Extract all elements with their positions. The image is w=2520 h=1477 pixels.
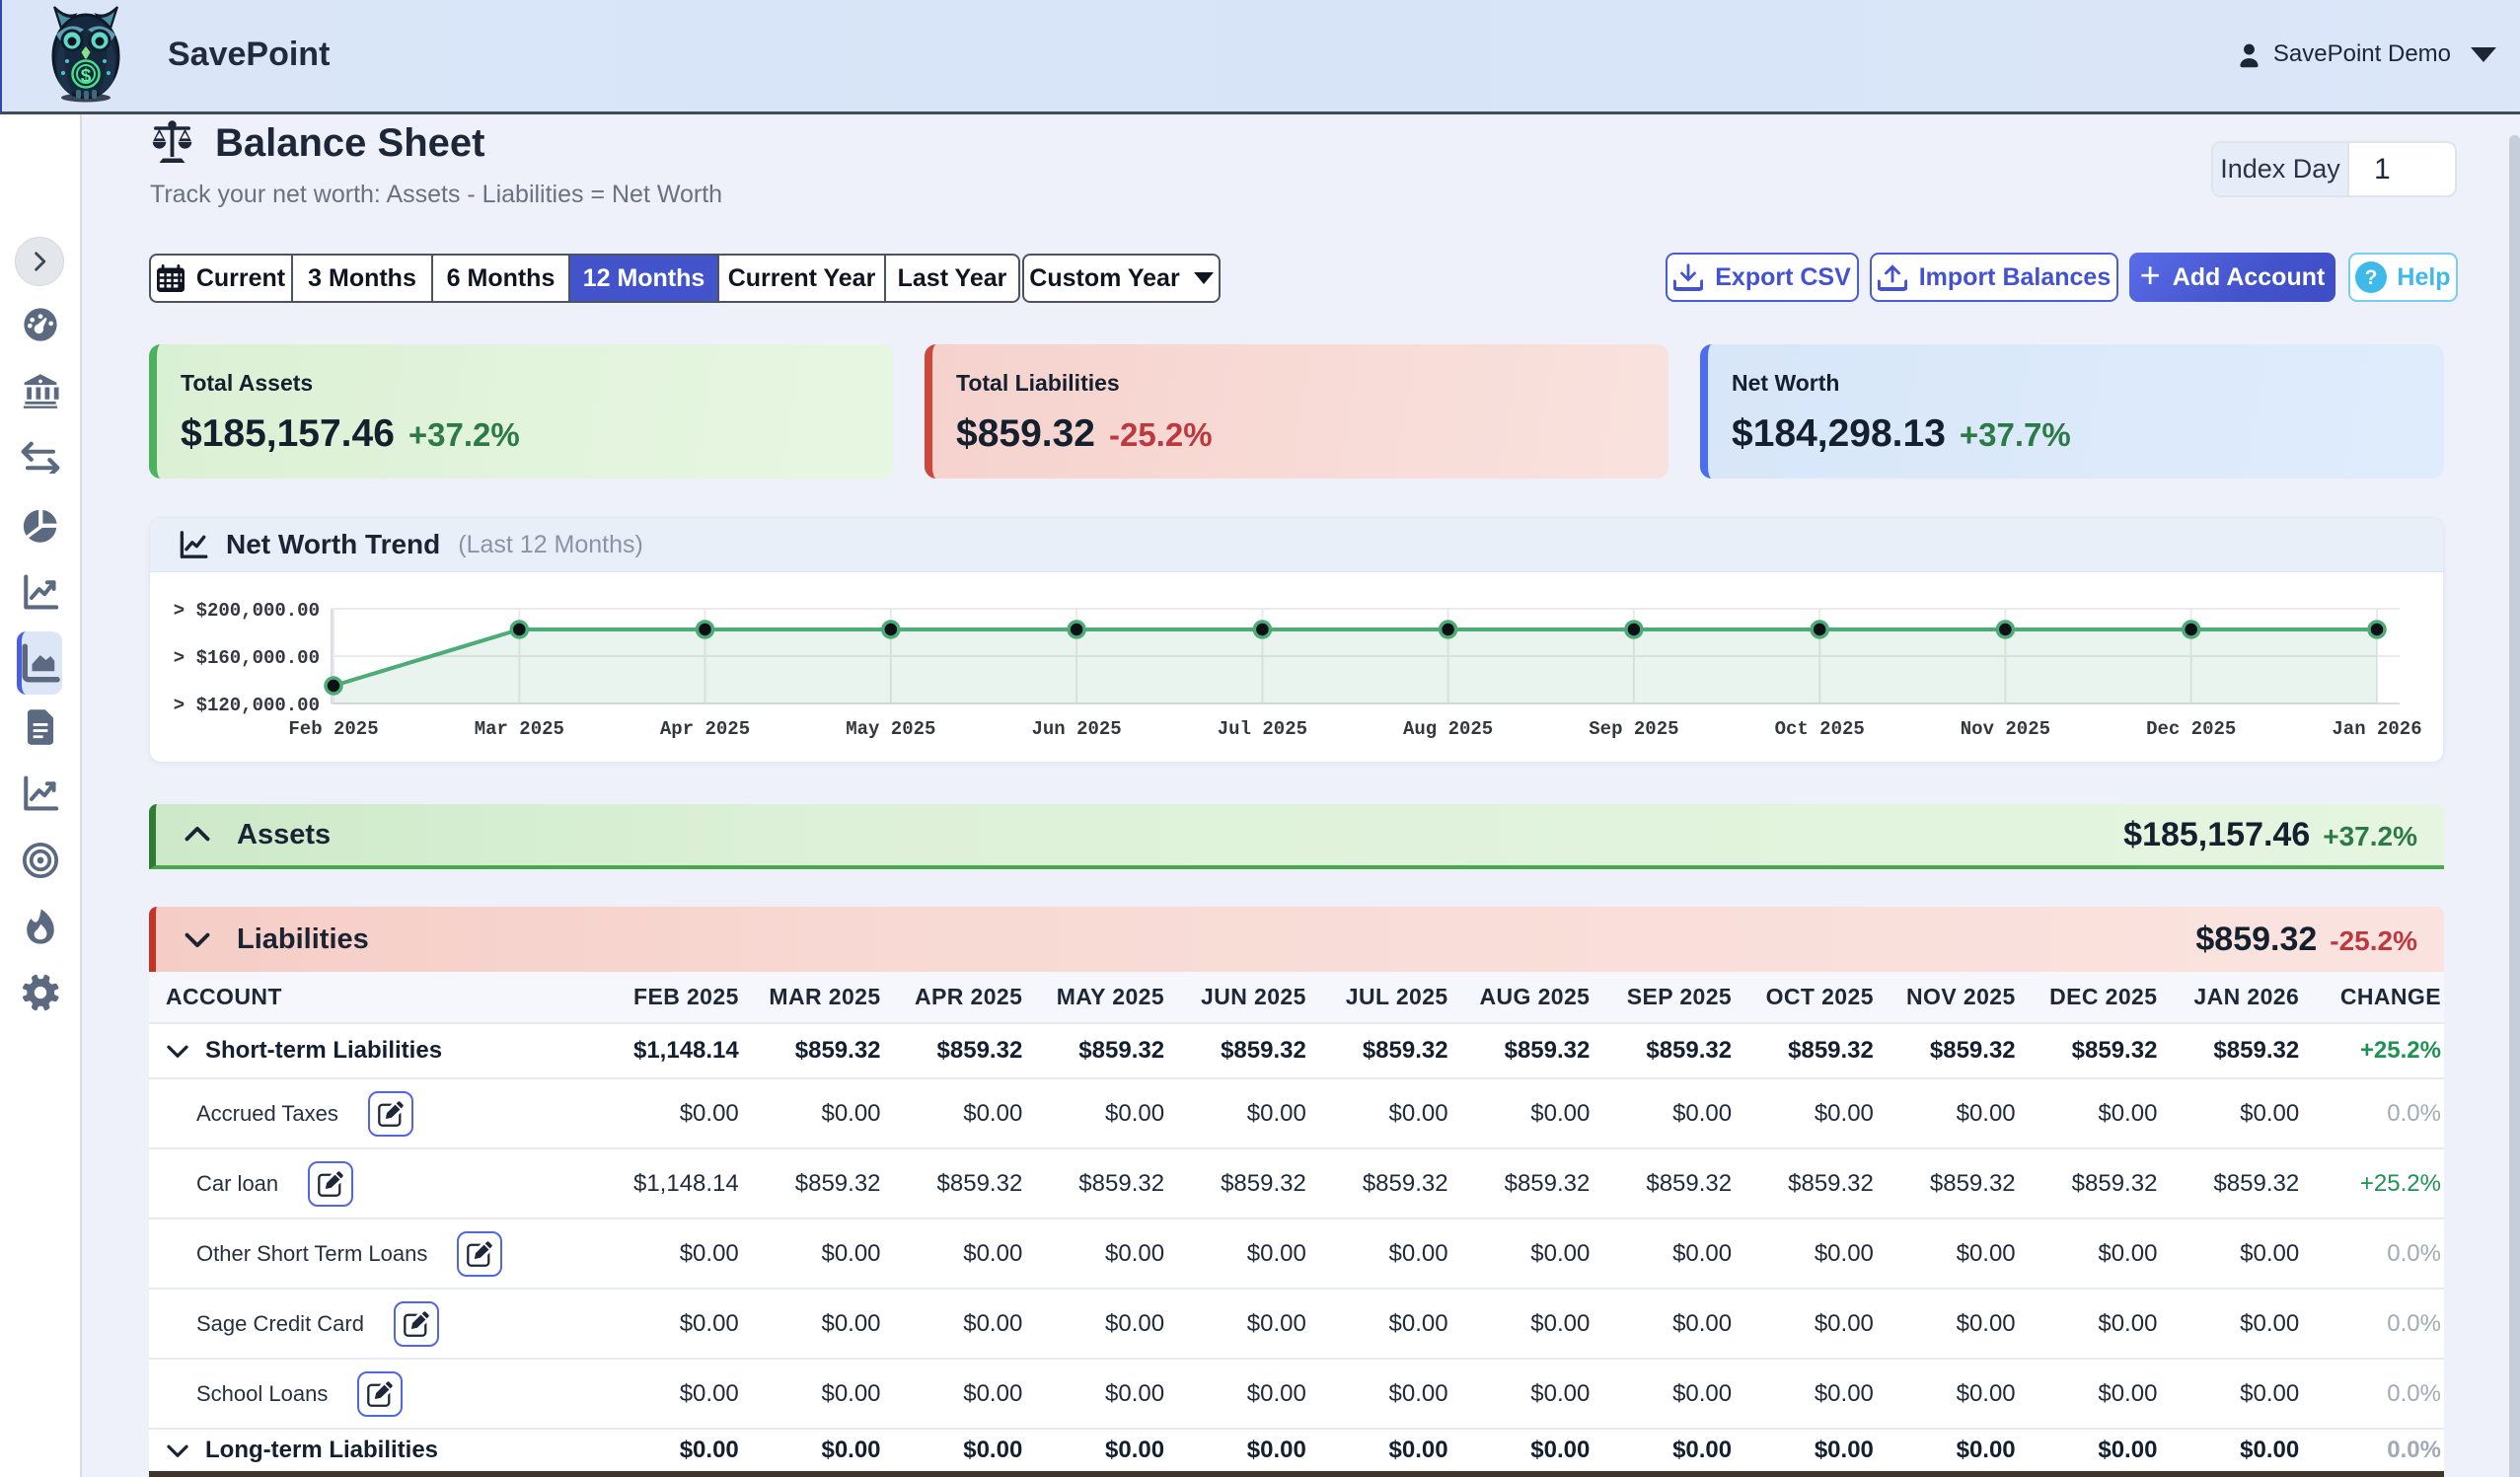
svg-text:Apr 2025: Apr 2025 (660, 718, 750, 740)
svg-text:Feb 2025: Feb 2025 (288, 718, 378, 740)
svg-text:> $160,000.00: > $160,000.00 (174, 647, 320, 669)
svg-text:Dec 2025: Dec 2025 (2146, 718, 2236, 740)
svg-text:Sep 2025: Sep 2025 (1589, 718, 1678, 740)
svg-text:May 2025: May 2025 (846, 718, 935, 740)
svg-text:Jan 2026: Jan 2026 (2332, 718, 2421, 740)
svg-text:Oct 2025: Oct 2025 (1775, 718, 1865, 740)
svg-text:$: $ (81, 66, 92, 87)
svg-text:Jul 2025: Jul 2025 (1218, 718, 1307, 740)
svg-text:Aug 2025: Aug 2025 (1403, 718, 1493, 740)
svg-text:Mar 2025: Mar 2025 (475, 718, 564, 740)
svg-text:?: ? (2365, 266, 2378, 289)
svg-text:> $120,000.00: > $120,000.00 (174, 695, 320, 716)
svg-text:> $200,000.00: > $200,000.00 (174, 600, 320, 622)
svg-text:Nov 2025: Nov 2025 (1961, 718, 2050, 740)
svg-text:Jun 2025: Jun 2025 (1031, 718, 1121, 740)
